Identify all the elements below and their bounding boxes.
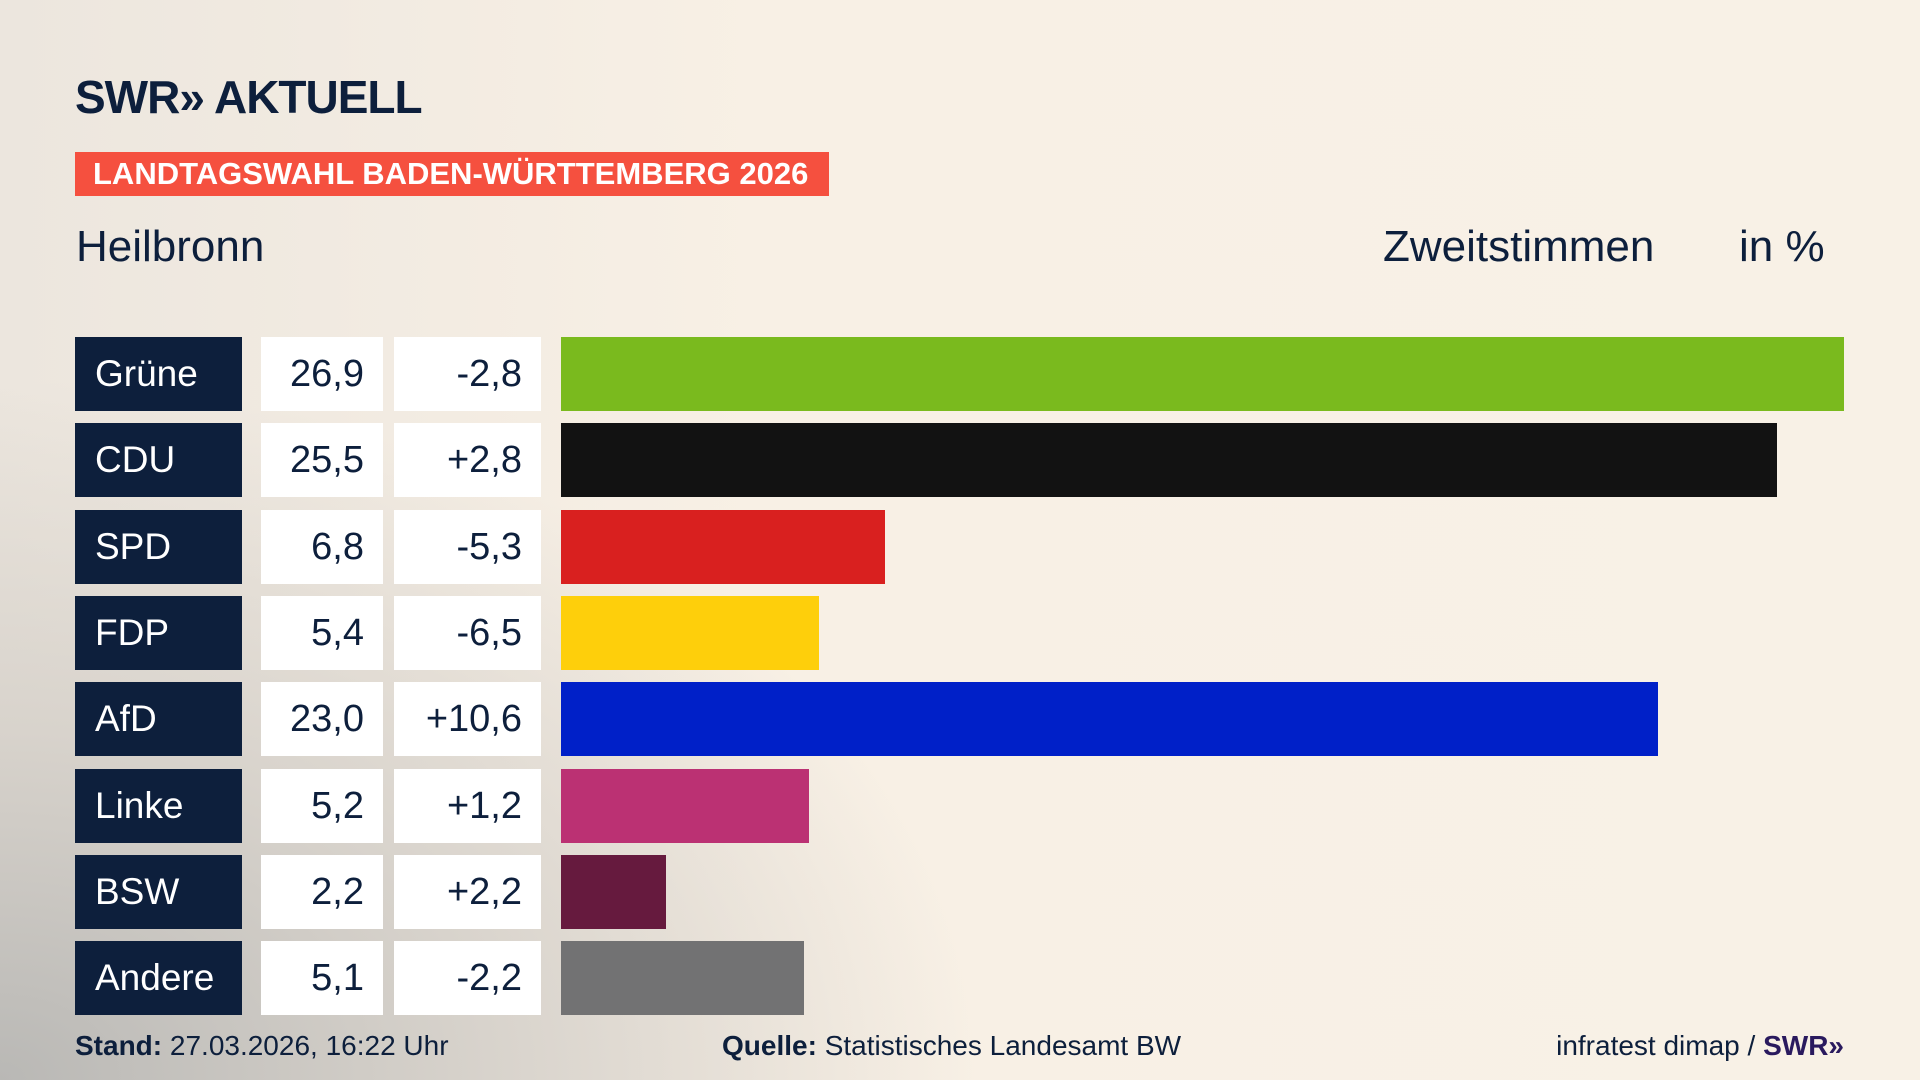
party-label: SPD — [75, 509, 242, 584]
bar-linke — [561, 768, 809, 843]
bar-bsw — [561, 854, 666, 929]
swr-logo: SWR» — [1763, 1030, 1844, 1061]
value-label: 2,2 — [261, 854, 383, 929]
credit: infratest dimap / SWR» — [1556, 1030, 1844, 1062]
party-label: CDU — [75, 423, 242, 498]
party-label: Grüne — [75, 337, 242, 411]
value-label: 23,0 — [261, 682, 383, 757]
source-value: Statistisches Landesamt BW — [824, 1030, 1182, 1061]
source-info: Quelle: Statistisches Landesamt BW — [722, 1030, 1181, 1062]
source-label: Quelle: — [722, 1030, 817, 1061]
party-label: BSW — [75, 854, 242, 929]
party-label: AfD — [75, 682, 242, 757]
value-label: 26,9 — [261, 337, 383, 411]
diff-label: -2,8 — [394, 337, 541, 411]
diff-label: -2,2 — [394, 941, 541, 1016]
bar-andere — [561, 941, 805, 1016]
measure-label: Zweitstimmen — [1383, 222, 1655, 271]
party-label: FDP — [75, 595, 242, 670]
value-label: 5,4 — [261, 595, 383, 670]
bar-afd — [561, 682, 1658, 757]
diff-label: -6,5 — [394, 595, 541, 670]
bar-spd — [561, 509, 886, 584]
stand-info: Stand: 27.03.2026, 16:22 Uhr — [75, 1030, 449, 1062]
diff-label: +10,6 — [394, 682, 541, 757]
diff-label: +2,2 — [394, 854, 541, 929]
value-label: 25,5 — [261, 423, 383, 498]
credit-text: infratest dimap / — [1556, 1030, 1764, 1061]
value-label: 6,8 — [261, 509, 383, 584]
swr-aktuell-logo: SWR» AKTUELL — [75, 71, 423, 123]
unit-label: in % — [1739, 222, 1825, 271]
bar-fdp — [561, 595, 819, 670]
diff-label: +2,8 — [394, 423, 541, 498]
election-banner: LANDTAGSWAHL BADEN-WÜRTTEMBERG 2026 — [75, 152, 829, 196]
value-label: 5,2 — [261, 768, 383, 843]
stand-label: Stand: — [75, 1030, 163, 1061]
stand-value: 27.03.2026, 16:22 Uhr — [169, 1030, 449, 1061]
bar-grüne — [561, 337, 1844, 411]
diff-label: +1,2 — [394, 768, 541, 843]
region-title: Heilbronn — [76, 222, 265, 271]
value-label: 5,1 — [261, 941, 383, 1016]
diff-label: -5,3 — [394, 509, 541, 584]
party-label: Linke — [75, 768, 242, 843]
party-label: Andere — [75, 941, 242, 1016]
bar-cdu — [561, 423, 1778, 498]
